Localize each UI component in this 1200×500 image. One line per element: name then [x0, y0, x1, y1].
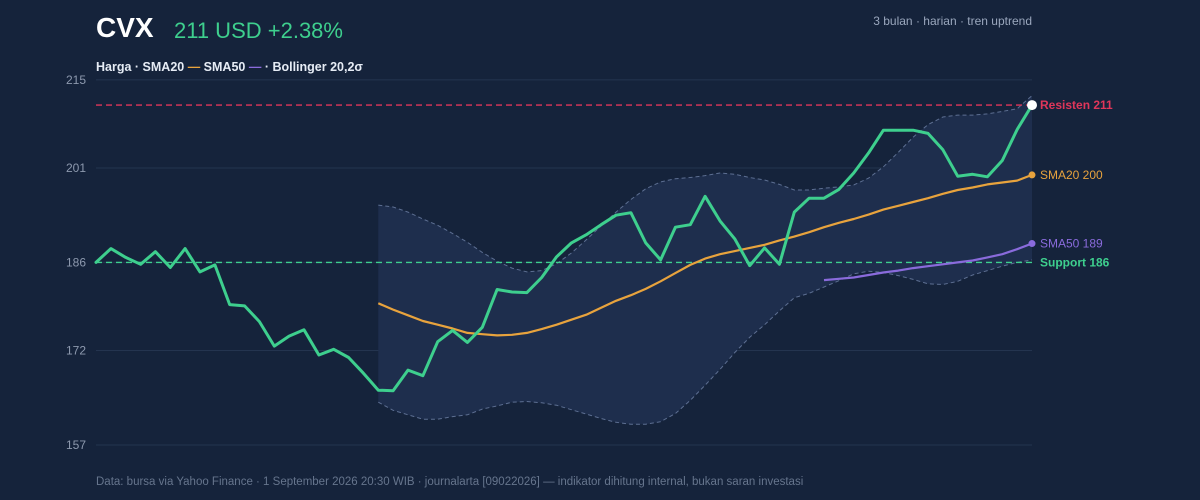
legend-sma50: SMA50 — [200, 60, 249, 74]
legend-bollinger: Bollinger 20,2σ — [272, 60, 363, 74]
y-axis: 215 201 186 172 157 — [66, 73, 86, 452]
resistance-label: Resisten 211 — [1040, 98, 1113, 112]
legend-sma20: SMA20 — [142, 60, 188, 74]
end-labels: Resisten 211 SMA20 200 SMA50 189 Support 18… — [1040, 98, 1113, 269]
support-label: Support 186 — [1040, 255, 1110, 269]
y-tick-label: 157 — [66, 438, 86, 452]
sma20-line — [377, 173, 1033, 337]
legend: Harga · SMA20 — SMA50 — · Bollinger 20,2… — [96, 60, 363, 74]
sma20-end-dot — [1028, 171, 1036, 179]
legend-sma50-swatch: — — [248, 60, 262, 74]
footer-source: Data: bursa via Yahoo Finance · 1 Septem… — [96, 476, 804, 488]
sma50-end-label: SMA50 189 — [1040, 237, 1103, 251]
bollinger-lower-line — [378, 259, 1033, 425]
sma50-end-dot — [1028, 240, 1036, 248]
y-tick-label: 215 — [66, 73, 86, 87]
bollinger-band — [378, 95, 1032, 425]
ticker-symbol: CVX — [96, 12, 154, 43]
sma50-line — [823, 242, 1033, 282]
sma20-end-label: SMA20 200 — [1040, 168, 1103, 182]
legend-price: Harga · — [96, 60, 143, 74]
bollinger-upper-line — [378, 95, 1033, 273]
legend-sma20-swatch: — — [187, 60, 201, 74]
price-end-dot — [1027, 100, 1037, 111]
price-line — [94, 103, 1034, 393]
end-markers — [1027, 100, 1037, 248]
y-tick-label: 201 — [66, 161, 86, 175]
chart-meta: 3 bulan · harian · tren uptrend — [873, 14, 1032, 28]
legend-separator: · — [261, 60, 273, 74]
price-change: 211 USD +2.38% — [174, 18, 343, 43]
y-tick-label: 172 — [66, 344, 86, 358]
y-tick-label: 186 — [66, 255, 86, 269]
